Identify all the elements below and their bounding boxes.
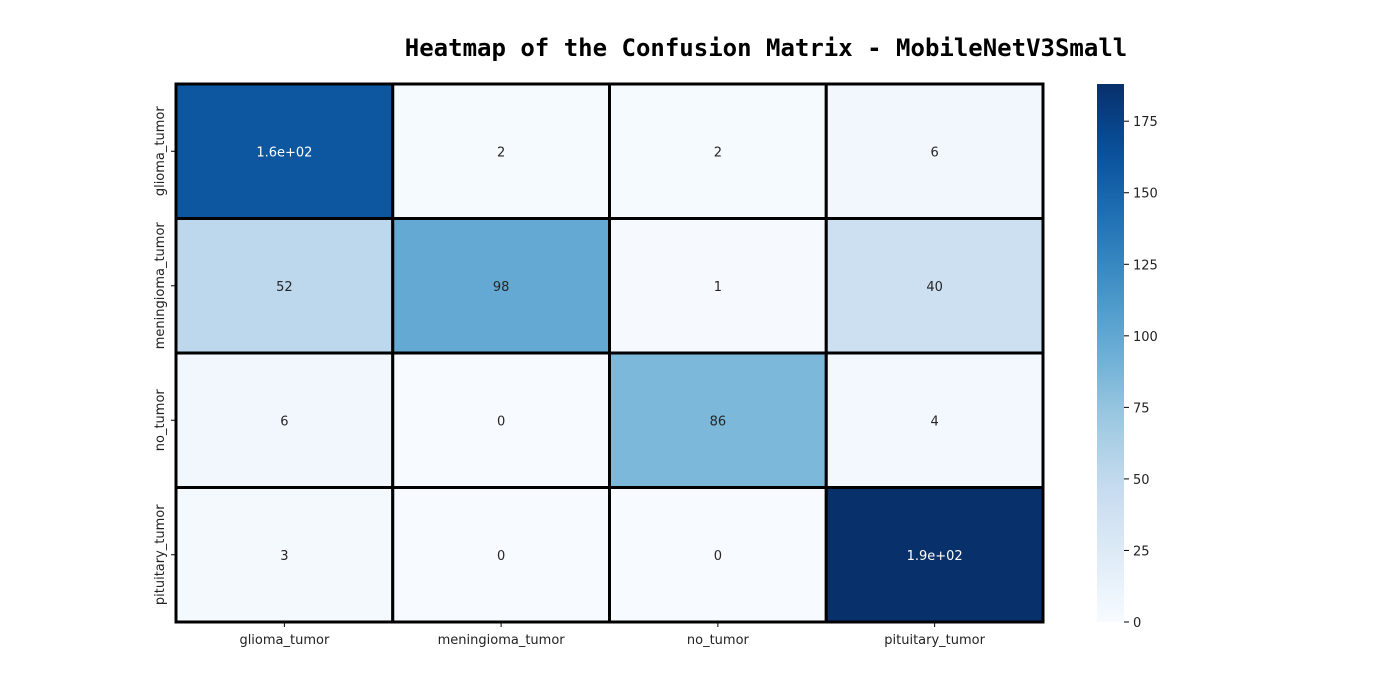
heatmap-cell-2-3 bbox=[824, 351, 1045, 489]
cell-annotation-2-0: 6 bbox=[280, 414, 288, 429]
colorbar: 0 25 50 75 100 125 150 175 bbox=[1097, 84, 1158, 631]
col-tick-label-2: no_tumor bbox=[687, 633, 750, 648]
heatmap-cell-1-3 bbox=[824, 217, 1045, 355]
colorbar-tick-label-1: 25 bbox=[1133, 544, 1150, 559]
row-tick-label-1: meningioma_tumor bbox=[153, 222, 168, 350]
cell-annotation-1-3: 40 bbox=[926, 280, 943, 295]
cell-annotation-0-3: 6 bbox=[930, 145, 938, 160]
cell-annotation-1-2: 1 bbox=[714, 280, 722, 295]
cell-annotation-3-0: 3 bbox=[280, 549, 288, 564]
row-tick-label-2: no_tumor bbox=[153, 389, 168, 452]
cell-annotation-2-1: 0 bbox=[497, 414, 505, 429]
row-tick-labels: glioma_tumor meningioma_tumor no_tumorpitu… bbox=[153, 106, 176, 605]
cell-annotation-1-1: 98 bbox=[493, 280, 510, 295]
cell-annotation-0-1: 2 bbox=[497, 145, 505, 160]
cell-annotation-0-2: 2 bbox=[714, 145, 722, 160]
cell-annotation-0-0: 1.6e+02 bbox=[256, 145, 312, 160]
colorbar-gradient bbox=[1097, 84, 1124, 622]
colorbar-tick-label-7: 175 bbox=[1133, 115, 1158, 130]
chart-title: Heatmap of the Confusion Matrix - Mobile… bbox=[405, 34, 1127, 62]
cell-annotation-1-0: 52 bbox=[276, 280, 293, 295]
cell-annotation-3-2: 0 bbox=[714, 549, 722, 564]
row-tick-label-0: glioma_tumor bbox=[153, 106, 168, 197]
colorbar-tick-label-5: 125 bbox=[1133, 258, 1158, 273]
heatmap-cell-1-1 bbox=[391, 217, 611, 355]
heatmap-cell-3-1 bbox=[391, 486, 611, 624]
heatmap-cell-0-2 bbox=[608, 82, 828, 220]
heatmap-cell-0-3 bbox=[824, 82, 1045, 220]
colorbar-tick-label-3: 75 bbox=[1133, 401, 1150, 416]
heatmap-cell-0-0 bbox=[174, 82, 395, 220]
cell-annotation-3-3: 1.9e+02 bbox=[907, 549, 963, 564]
col-tick-label-0: glioma_tumor bbox=[239, 633, 330, 648]
cell-annotation-2-3: 4 bbox=[930, 414, 938, 429]
heatmap-cells: 1.6e+02 2 2 652 98 1 406 0 86 43 0 0 1.9e+02 bbox=[174, 82, 1045, 624]
heatmap-cell-3-3 bbox=[824, 486, 1045, 624]
col-tick-labels: glioma_tumor meningioma_tumor no_tumor pitu… bbox=[239, 622, 986, 648]
row-tick-label-3: pituitary_tumor bbox=[153, 504, 168, 605]
cell-annotation-2-2: 86 bbox=[710, 414, 727, 429]
cell-annotation-3-1: 0 bbox=[497, 549, 505, 564]
col-tick-label-1: meningioma_tumor bbox=[438, 633, 566, 648]
colorbar-tick-label-2: 50 bbox=[1133, 473, 1150, 488]
heatmap-cell-0-1 bbox=[391, 82, 611, 220]
colorbar-tick-label-6: 150 bbox=[1133, 187, 1158, 202]
colorbar-tick-label-4: 100 bbox=[1133, 330, 1158, 345]
col-tick-label-3: pituitary_tumor bbox=[884, 633, 985, 648]
heatmap-cell-2-1 bbox=[391, 351, 611, 489]
colorbar-tick-label-0: 0 bbox=[1133, 616, 1141, 631]
